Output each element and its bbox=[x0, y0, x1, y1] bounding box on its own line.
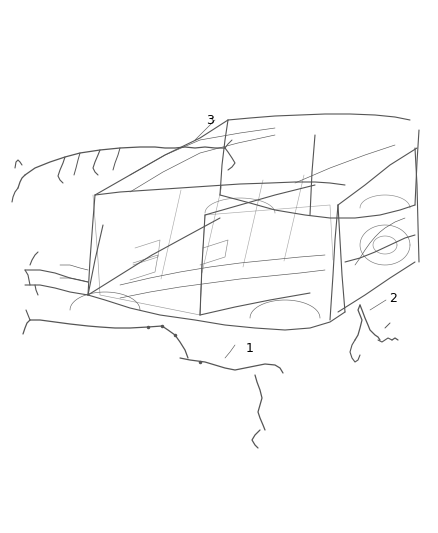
Text: 1: 1 bbox=[246, 342, 254, 354]
Text: 3: 3 bbox=[206, 114, 214, 126]
Text: 2: 2 bbox=[389, 292, 397, 304]
